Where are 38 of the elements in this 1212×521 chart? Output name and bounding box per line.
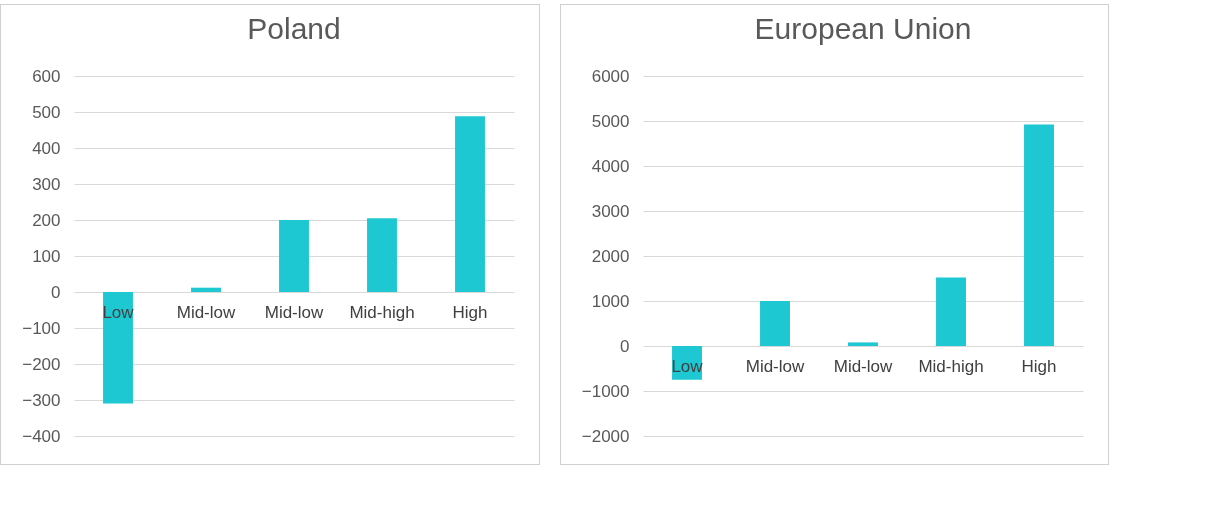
y-tick-label: 4000 — [591, 156, 630, 176]
chart-title: European Union — [754, 12, 972, 45]
y-tick-label: 500 — [32, 102, 61, 122]
y-tick-label: 6000 — [591, 66, 630, 86]
y-tick-label: −300 — [22, 390, 61, 410]
bar — [367, 218, 397, 292]
y-tick-label: −200 — [22, 354, 61, 374]
x-tick-label: High — [452, 302, 488, 322]
y-tick-label: −2000 — [581, 426, 630, 446]
y-tick-label: 600 — [32, 66, 61, 86]
bar — [760, 301, 790, 346]
chart-title: Poland — [247, 12, 341, 45]
x-tick-label: Mid-low — [833, 356, 893, 376]
x-tick-label: Mid-low — [176, 302, 236, 322]
bar — [1024, 124, 1054, 346]
y-tick-label: 0 — [51, 282, 61, 302]
x-tick-label: Mid-high — [918, 356, 984, 376]
x-tick-label: Mid-low — [264, 302, 324, 322]
y-tick-label: 1000 — [591, 291, 630, 311]
y-tick-label: 400 — [32, 138, 61, 158]
bar — [191, 287, 221, 292]
x-tick-label: Mid-low — [745, 356, 805, 376]
bar — [936, 277, 966, 346]
y-tick-label: 100 — [32, 246, 61, 266]
y-tick-label: 5000 — [591, 111, 630, 131]
y-tick-label: −1000 — [581, 381, 630, 401]
bar — [848, 342, 878, 346]
y-tick-label: −400 — [22, 426, 61, 446]
bar — [279, 220, 309, 292]
bar — [455, 116, 485, 292]
y-tick-label: 200 — [32, 210, 61, 230]
y-tick-label: 2000 — [591, 246, 630, 266]
x-tick-label: High — [1021, 356, 1057, 376]
y-tick-label: −100 — [22, 318, 61, 338]
y-tick-label: 0 — [620, 336, 630, 356]
y-tick-label: 300 — [32, 174, 61, 194]
x-tick-label: Mid-high — [349, 302, 415, 322]
y-tick-label: 3000 — [591, 201, 630, 221]
